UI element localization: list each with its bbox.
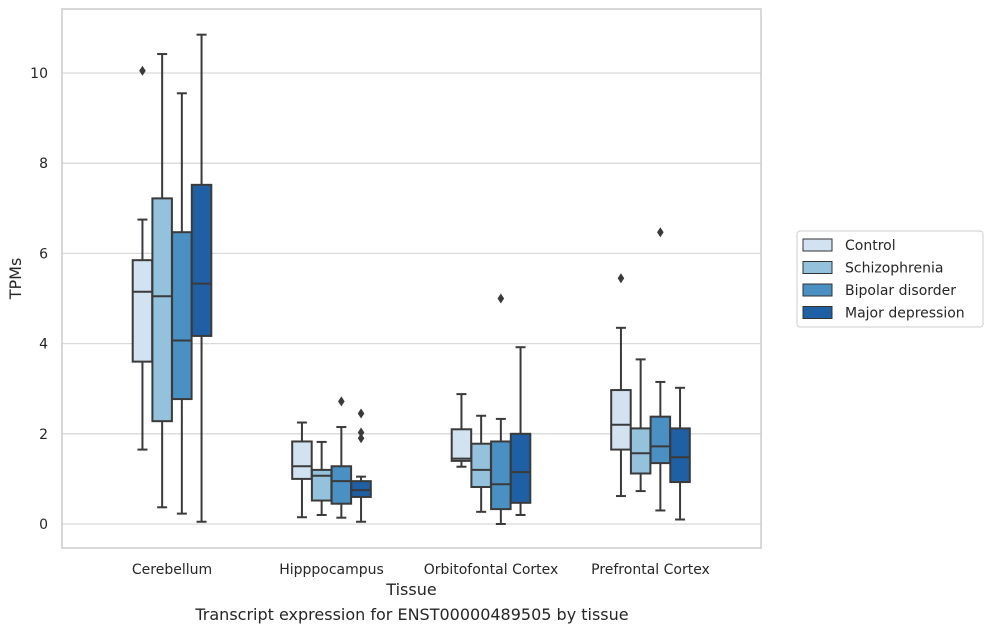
y-tick-label: 2 xyxy=(39,427,48,443)
box-bipolar-disorder xyxy=(171,92,193,515)
legend-label: Bipolar disorder xyxy=(845,283,956,299)
x-tick-label: Orbitofontal Cortex xyxy=(424,562,559,578)
legend-swatch xyxy=(802,261,833,274)
box-iqr xyxy=(490,440,512,511)
legend-swatch xyxy=(802,306,833,319)
y-tick-label: 4 xyxy=(39,337,48,353)
x-tick-label: Cerebellum xyxy=(132,562,212,578)
legend-swatch xyxy=(802,283,833,297)
box-iqr xyxy=(610,389,632,451)
figure-caption: Transcript expression for ENST0000048950… xyxy=(195,605,629,624)
box-schizophrenia xyxy=(310,440,333,516)
box-iqr xyxy=(629,427,652,475)
box-major-depression xyxy=(190,33,213,523)
legend-label: Control xyxy=(845,238,896,254)
box-major-depression xyxy=(350,408,372,523)
outlier-point xyxy=(357,433,365,444)
y-tick-label: 10 xyxy=(30,66,48,82)
box-schizophrenia xyxy=(629,358,652,493)
box-iqr xyxy=(669,427,691,484)
box-iqr xyxy=(649,415,672,465)
outlier-point xyxy=(617,273,625,284)
box-iqr xyxy=(509,432,532,504)
box-control xyxy=(291,421,313,519)
legend: Control Schizophrenia Bipolar disorder Majo… xyxy=(796,230,984,328)
box-iqr xyxy=(470,442,492,489)
box-bipolar-disorder xyxy=(330,396,353,519)
plot-frame xyxy=(61,8,762,549)
box-control xyxy=(610,273,632,498)
box-control xyxy=(450,393,473,468)
box-iqr xyxy=(450,428,473,462)
box-plots xyxy=(131,33,691,525)
y-tick-label: 0 xyxy=(39,517,48,533)
x-tick-label: Hipppocampus xyxy=(279,562,384,578)
box-iqr xyxy=(171,231,193,401)
box-schizophrenia xyxy=(151,53,173,509)
x-tick-label: Prefrontal Cortex xyxy=(591,562,710,578)
x-axis-label: Tissue xyxy=(385,580,436,599)
outlier-point xyxy=(497,293,505,304)
outlier-point xyxy=(357,408,365,419)
box-iqr xyxy=(291,440,313,480)
box-major-depression xyxy=(669,386,691,521)
box-bipolar-disorder xyxy=(649,227,672,512)
box-iqr xyxy=(190,183,213,337)
outlier-point xyxy=(338,396,345,407)
box-iqr xyxy=(151,197,173,423)
outlier-point xyxy=(139,65,146,76)
legend-frame xyxy=(796,230,984,328)
box-schizophrenia xyxy=(470,414,492,513)
y-tick-label: 8 xyxy=(39,156,48,172)
box-iqr xyxy=(350,480,372,498)
box-iqr xyxy=(310,468,333,502)
legend-label: Schizophrenia xyxy=(845,261,943,277)
box-bipolar-disorder xyxy=(490,293,512,525)
box-iqr xyxy=(131,259,154,363)
outlier-point xyxy=(357,427,365,438)
box-iqr xyxy=(330,465,353,505)
y-tick-labels: 0 2 4 6 8 10 xyxy=(30,66,48,533)
outlier-point xyxy=(657,227,664,238)
box-control xyxy=(131,65,154,451)
y-axis-label: TPMs xyxy=(6,258,25,301)
y-tick-label: 6 xyxy=(39,246,48,262)
x-tick-labels: Cerebellum Hipppocampus Orbitofontal Corte… xyxy=(132,562,710,578)
box-major-depression xyxy=(509,346,532,516)
legend-swatch xyxy=(802,238,833,252)
legend-label: Major depression xyxy=(845,306,965,322)
